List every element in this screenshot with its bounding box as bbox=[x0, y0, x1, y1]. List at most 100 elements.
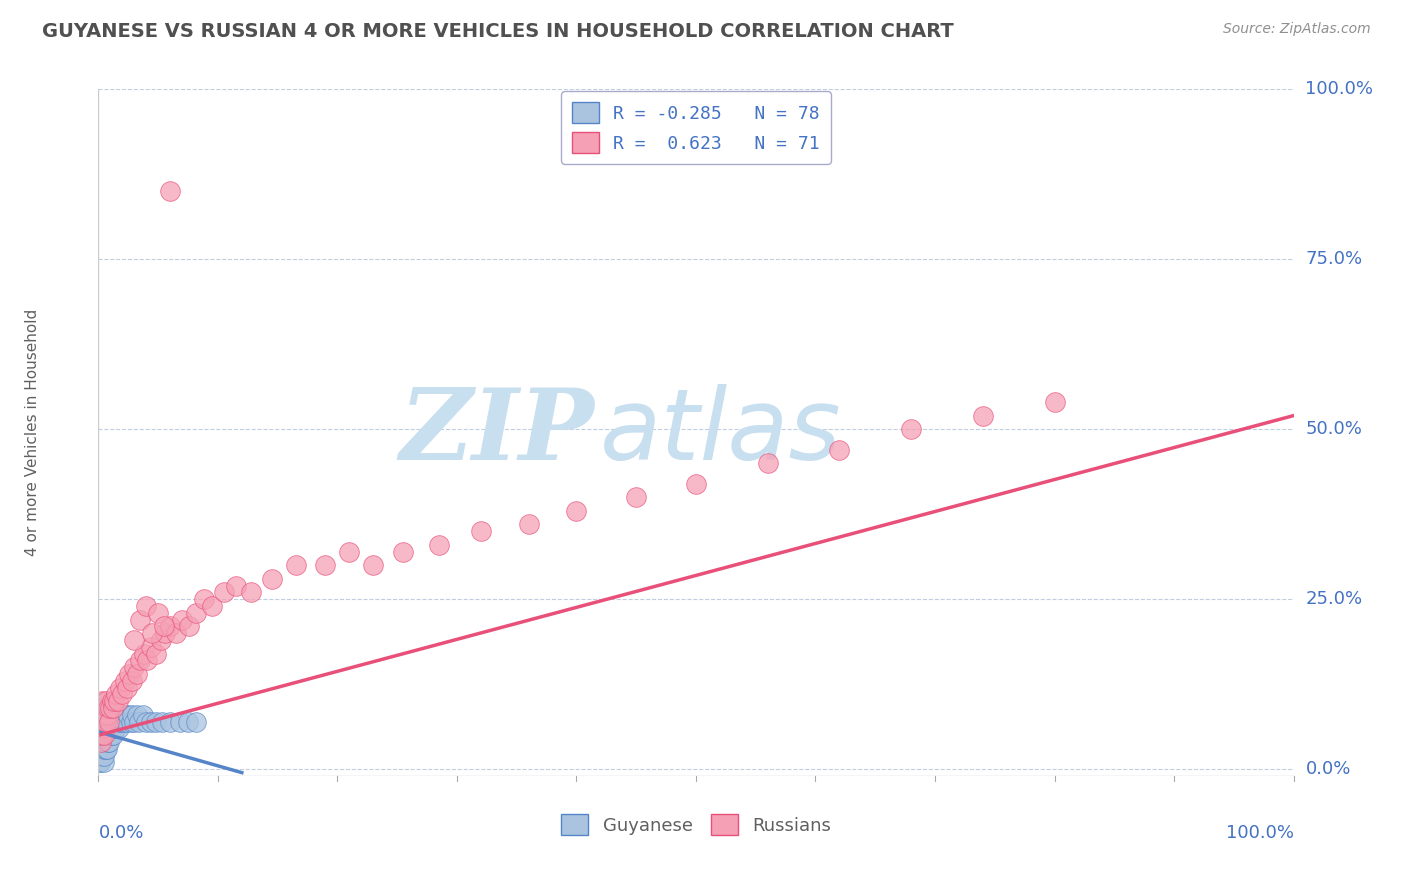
Point bbox=[90, 714, 112, 729]
Point bbox=[114, 707, 136, 722]
Point bbox=[91, 728, 114, 742]
Point bbox=[91, 722, 114, 736]
Point bbox=[89, 707, 111, 722]
Point bbox=[117, 707, 139, 722]
Point bbox=[135, 714, 157, 729]
Point bbox=[427, 538, 450, 552]
Point bbox=[125, 667, 148, 681]
Point bbox=[517, 517, 540, 532]
Point bbox=[89, 722, 111, 736]
Point bbox=[100, 728, 122, 742]
Point bbox=[90, 728, 112, 742]
Point bbox=[89, 707, 111, 722]
Point bbox=[100, 714, 122, 729]
Point bbox=[89, 714, 111, 729]
Point bbox=[186, 606, 208, 620]
Text: ZIP: ZIP bbox=[399, 384, 595, 481]
Point bbox=[104, 722, 127, 736]
Point bbox=[111, 688, 134, 702]
Point bbox=[240, 585, 263, 599]
Point bbox=[470, 524, 492, 539]
Point bbox=[91, 748, 114, 763]
Point bbox=[165, 626, 187, 640]
Point bbox=[90, 714, 112, 729]
Point bbox=[94, 714, 117, 729]
Point bbox=[89, 728, 111, 742]
Point bbox=[90, 748, 112, 763]
Point bbox=[93, 756, 115, 770]
Point bbox=[150, 714, 173, 729]
Point bbox=[91, 748, 114, 763]
Point bbox=[90, 742, 112, 756]
Point bbox=[112, 714, 135, 729]
Point bbox=[120, 714, 142, 729]
Point bbox=[93, 707, 115, 722]
Point bbox=[89, 735, 111, 749]
Point bbox=[153, 619, 176, 633]
Text: 50.0%: 50.0% bbox=[1306, 420, 1362, 438]
Text: 75.0%: 75.0% bbox=[1306, 251, 1362, 268]
Point bbox=[96, 722, 118, 736]
Point bbox=[124, 660, 146, 674]
Point bbox=[685, 476, 707, 491]
Point bbox=[94, 728, 117, 742]
Point bbox=[94, 714, 117, 729]
Point bbox=[96, 742, 118, 756]
Point bbox=[105, 688, 128, 702]
Point bbox=[90, 735, 112, 749]
Point bbox=[139, 714, 162, 729]
Text: 100.0%: 100.0% bbox=[1226, 824, 1294, 842]
Point bbox=[1043, 395, 1066, 409]
Point bbox=[828, 442, 851, 457]
Point bbox=[315, 558, 337, 573]
Point bbox=[89, 742, 111, 756]
Point bbox=[91, 735, 114, 749]
Point bbox=[124, 633, 146, 648]
Point bbox=[97, 701, 120, 715]
Point bbox=[101, 701, 124, 715]
Point bbox=[93, 742, 115, 756]
Point bbox=[90, 722, 112, 736]
Point bbox=[98, 714, 121, 729]
Point bbox=[972, 409, 994, 423]
Point bbox=[96, 728, 118, 742]
Point bbox=[148, 606, 170, 620]
Point bbox=[756, 456, 779, 470]
Point bbox=[93, 722, 115, 736]
Point bbox=[93, 728, 115, 742]
Point bbox=[89, 756, 111, 770]
Point bbox=[90, 735, 112, 749]
Point bbox=[159, 619, 181, 633]
Text: 4 or more Vehicles in Household: 4 or more Vehicles in Household bbox=[25, 309, 41, 557]
Point bbox=[93, 714, 115, 729]
Point bbox=[141, 626, 163, 640]
Point bbox=[115, 681, 138, 695]
Point bbox=[96, 707, 118, 722]
Point bbox=[107, 722, 129, 736]
Point bbox=[91, 728, 114, 742]
Point bbox=[145, 714, 167, 729]
Point bbox=[89, 722, 111, 736]
Point bbox=[103, 722, 125, 736]
Point bbox=[118, 667, 141, 681]
Point bbox=[98, 728, 122, 742]
Point bbox=[179, 619, 201, 633]
Point bbox=[339, 544, 361, 558]
Point bbox=[135, 599, 157, 613]
Point bbox=[225, 579, 247, 593]
Point bbox=[129, 653, 152, 667]
Point bbox=[193, 592, 215, 607]
Point bbox=[105, 722, 128, 736]
Point bbox=[91, 742, 114, 756]
Point bbox=[129, 613, 152, 627]
Point bbox=[97, 722, 120, 736]
Point bbox=[108, 714, 131, 729]
Point bbox=[94, 694, 117, 708]
Point bbox=[98, 735, 121, 749]
Point bbox=[131, 707, 153, 722]
Point bbox=[100, 694, 122, 708]
Point bbox=[177, 714, 200, 729]
Point bbox=[169, 714, 191, 729]
Text: Source: ZipAtlas.com: Source: ZipAtlas.com bbox=[1223, 22, 1371, 37]
Point bbox=[124, 714, 146, 729]
